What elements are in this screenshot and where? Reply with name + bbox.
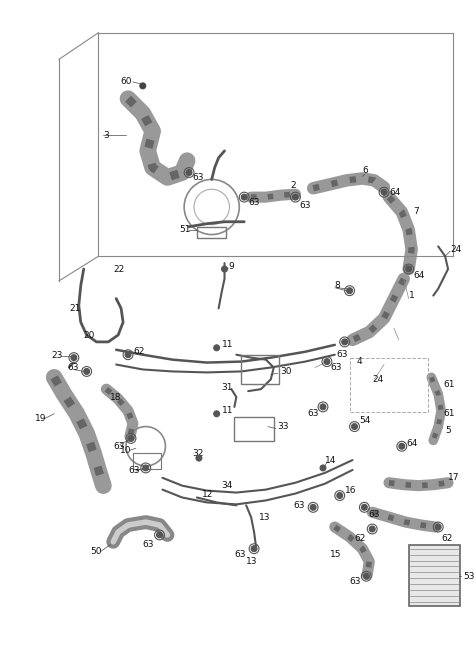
- Text: 5: 5: [445, 426, 451, 435]
- Text: 64: 64: [414, 271, 425, 281]
- Circle shape: [214, 345, 219, 351]
- Circle shape: [352, 423, 357, 429]
- Circle shape: [310, 505, 316, 511]
- Text: 23: 23: [51, 351, 63, 360]
- Text: 63: 63: [234, 550, 246, 559]
- Circle shape: [221, 266, 228, 272]
- Text: 63: 63: [300, 200, 311, 210]
- Text: 13: 13: [259, 513, 271, 522]
- Text: 61: 61: [443, 380, 455, 389]
- Text: 62: 62: [441, 535, 453, 543]
- Text: 16: 16: [345, 486, 356, 495]
- Text: 62: 62: [133, 347, 144, 356]
- Circle shape: [320, 404, 326, 410]
- Circle shape: [186, 170, 192, 176]
- Circle shape: [128, 436, 134, 442]
- Bar: [133, 453, 161, 469]
- Text: 31: 31: [221, 383, 233, 392]
- Bar: [197, 226, 227, 239]
- Circle shape: [125, 352, 131, 358]
- Circle shape: [381, 189, 387, 195]
- Text: 53: 53: [463, 572, 474, 581]
- Text: 63: 63: [307, 409, 319, 418]
- Text: 24: 24: [372, 375, 383, 384]
- Text: 50: 50: [91, 547, 102, 556]
- Circle shape: [435, 524, 441, 530]
- Circle shape: [84, 369, 90, 375]
- Circle shape: [71, 354, 77, 360]
- Circle shape: [156, 532, 163, 538]
- Text: 9: 9: [228, 261, 234, 271]
- Text: 20: 20: [84, 330, 95, 340]
- Text: 11: 11: [221, 406, 233, 415]
- Text: 6: 6: [363, 166, 368, 175]
- Circle shape: [241, 194, 247, 200]
- Text: 64: 64: [389, 188, 401, 197]
- Text: 60: 60: [120, 78, 132, 86]
- Text: 10: 10: [120, 446, 132, 455]
- Text: 63: 63: [67, 363, 79, 372]
- Circle shape: [196, 455, 202, 461]
- Bar: [350, 358, 428, 412]
- Text: 63: 63: [113, 442, 125, 451]
- Text: 8: 8: [335, 281, 340, 290]
- Circle shape: [140, 83, 146, 89]
- Circle shape: [369, 526, 375, 532]
- Text: 15: 15: [330, 550, 341, 559]
- Text: 1: 1: [409, 291, 414, 300]
- Circle shape: [251, 546, 257, 551]
- Text: 63: 63: [368, 510, 380, 519]
- Text: 64: 64: [407, 439, 418, 448]
- Text: 34: 34: [221, 481, 233, 490]
- Text: 63: 63: [248, 198, 260, 206]
- Text: 18: 18: [110, 393, 122, 401]
- Text: 63: 63: [330, 363, 341, 372]
- Circle shape: [406, 266, 411, 272]
- Text: 11: 11: [221, 340, 233, 349]
- Circle shape: [342, 339, 347, 345]
- FancyBboxPatch shape: [409, 545, 460, 606]
- Text: 30: 30: [281, 367, 292, 376]
- Text: 12: 12: [202, 490, 213, 499]
- Bar: [234, 417, 274, 442]
- Text: 24: 24: [450, 245, 461, 254]
- Circle shape: [346, 287, 353, 293]
- Text: 63: 63: [192, 173, 203, 182]
- Text: 63: 63: [350, 577, 361, 586]
- Text: 54: 54: [359, 416, 371, 425]
- Text: 33: 33: [278, 422, 289, 431]
- Text: 63: 63: [128, 466, 139, 476]
- Circle shape: [143, 465, 149, 471]
- Text: 7: 7: [414, 208, 419, 216]
- Circle shape: [399, 444, 405, 449]
- Text: 13: 13: [246, 557, 258, 566]
- Circle shape: [214, 411, 219, 417]
- Text: 61: 61: [443, 409, 455, 418]
- Text: 21: 21: [69, 304, 80, 313]
- Circle shape: [364, 574, 369, 579]
- Text: 14: 14: [325, 456, 337, 464]
- Text: 63: 63: [143, 540, 154, 549]
- Text: 32: 32: [192, 449, 203, 458]
- Text: 3: 3: [103, 131, 109, 139]
- Circle shape: [324, 358, 330, 364]
- Text: 19: 19: [35, 414, 46, 423]
- Circle shape: [337, 492, 343, 498]
- Text: 4: 4: [356, 357, 362, 366]
- Text: 2: 2: [291, 181, 296, 190]
- Circle shape: [361, 505, 367, 511]
- Text: 63: 63: [337, 350, 348, 359]
- Text: 17: 17: [448, 473, 460, 482]
- Text: 63: 63: [293, 501, 305, 510]
- Text: 22: 22: [113, 265, 125, 273]
- Circle shape: [292, 194, 298, 200]
- Text: 51: 51: [179, 225, 191, 234]
- Circle shape: [320, 465, 326, 471]
- Text: 62: 62: [355, 535, 366, 543]
- Bar: [241, 354, 279, 384]
